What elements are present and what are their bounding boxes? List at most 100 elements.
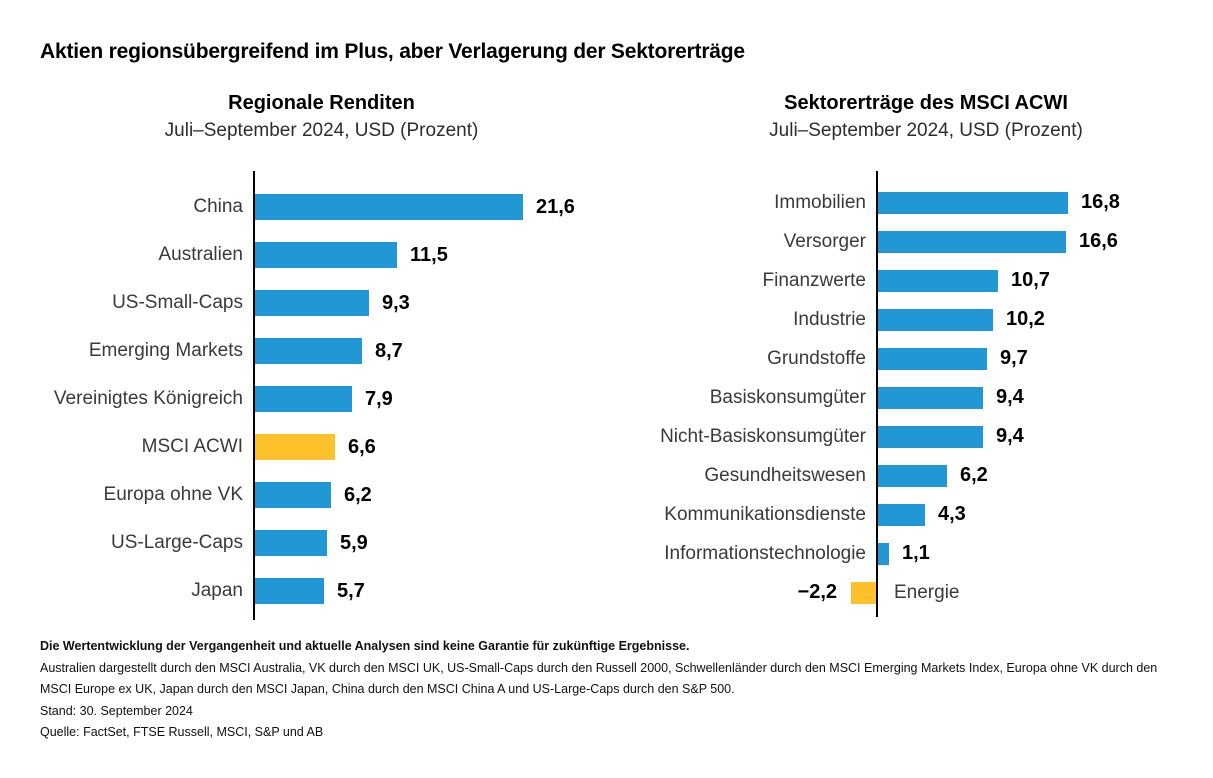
chart-regional-returns: Regionale Renditen Juli–September 2024, … [40, 92, 603, 620]
highlighted-bar [851, 581, 876, 604]
bar-row: Immobilien 16,8 [647, 183, 1205, 222]
bar-row: Versorger 16,6 [647, 222, 1205, 261]
bar [876, 230, 1066, 253]
bar-zone: 9,7 [876, 347, 1205, 370]
category-label: Informationstechnologie [664, 542, 866, 564]
footnotes: Die Wertentwicklung der Vergangenheit un… [40, 636, 1190, 744]
label-zone: Kommunikationsdienste [647, 504, 876, 526]
label-zone: Grundstoffe [647, 348, 876, 370]
label-zone: Versorger [647, 231, 876, 253]
bar-zone: 16,8 [876, 191, 1205, 214]
category-label: Nicht-Basiskonsumgüter [660, 425, 866, 447]
category-label: Finanzwerte [762, 269, 867, 291]
label-zone: Immobilien [647, 192, 876, 214]
footnote-index-definitions: Australien dargestellt durch den MSCI Au… [40, 660, 1158, 697]
bar-zone: 10,2 [876, 308, 1205, 331]
label-zone: Vereinigtes Königreich [40, 388, 253, 410]
bar-zone: 9,4 [876, 425, 1205, 448]
value-label: 5,9 [340, 531, 368, 554]
bar [253, 482, 331, 508]
category-label: Japan [191, 580, 243, 601]
bar [253, 242, 397, 268]
category-label: Grundstoffe [767, 347, 866, 369]
charts-container: Regionale Renditen Juli–September 2024, … [40, 92, 1190, 620]
category-label: Emerging Markets [88, 340, 243, 361]
value-label: 21,6 [536, 195, 575, 218]
label-zone: Japan [40, 580, 253, 602]
label-zone: US-Small-Caps [40, 292, 253, 314]
category-label: Immobilien [774, 191, 866, 213]
label-zone: Gesundheitswesen [647, 465, 876, 487]
category-label: Kommunikationsdienste [664, 503, 866, 525]
label-zone: US-Large-Caps [40, 532, 253, 554]
category-label: Gesundheitswesen [704, 464, 866, 486]
bar-row: Nicht-Basiskonsumgüter 9,4 [647, 417, 1205, 456]
bar [876, 269, 998, 292]
bar-row: Emerging Markets 8,7 [40, 327, 603, 375]
bar [876, 503, 925, 526]
chart-subtitle: Juli–September 2024, USD (Prozent) [769, 120, 1083, 141]
bar-zone: 9,4 [876, 386, 1205, 409]
bar-zone: 6,2 [876, 464, 1205, 487]
value-label: −2,2 [797, 581, 837, 603]
bar-row: Japan 5,7 [40, 567, 603, 615]
bar-row: US-Small-Caps 9,3 [40, 279, 603, 327]
bar-row: China 21,6 [40, 183, 603, 231]
highlighted-bar [253, 434, 335, 460]
value-label: 9,4 [996, 425, 1024, 447]
category-label: Basiskonsumgüter [709, 386, 866, 408]
footnote-as-of-date: Stand: 30. September 2024 [40, 703, 193, 718]
bar-zone: 4,3 [876, 503, 1205, 526]
chart-plot-area: China 21,6 Australien 11,5 US-Small-Caps 9,3 E… [40, 171, 603, 620]
value-label: 7,9 [365, 387, 393, 410]
label-zone: Industrie [647, 309, 876, 331]
value-label: 6,2 [960, 464, 988, 486]
category-label: US-Small-Caps [112, 292, 243, 313]
value-label: 10,2 [1006, 308, 1045, 330]
bar-row: Finanzwerte 10,7 [647, 261, 1205, 300]
bar [253, 386, 352, 412]
value-label: 1,1 [902, 542, 930, 564]
chart-plot-area: Immobilien 16,8 Versorger 16,6 Finanzwerte 10… [647, 171, 1205, 617]
bar [253, 194, 523, 220]
bar-zone: 11,5 [253, 242, 603, 268]
bar-row: Grundstoffe 9,7 [647, 339, 1205, 378]
category-label: US-Large-Caps [111, 532, 243, 553]
value-label: 6,2 [344, 483, 372, 506]
chart-title: Sektorerträge des MSCI ACWI [784, 92, 1068, 114]
chart-regional-header: Regionale Renditen Juli–September 2024, … [40, 92, 603, 142]
bar [876, 386, 983, 409]
page-title: Aktien regionsübergreifend im Plus, aber… [40, 40, 745, 63]
value-label: 9,4 [996, 386, 1024, 408]
label-zone: Emerging Markets [40, 340, 253, 362]
value-label: 16,6 [1079, 230, 1118, 252]
chart-title: Regionale Renditen [228, 92, 415, 114]
category-label: China [193, 196, 243, 217]
bar [876, 347, 987, 370]
bar-row: Industrie 10,2 [647, 300, 1205, 339]
value-label: 6,6 [348, 435, 376, 458]
label-zone: Nicht-Basiskonsumgüter [647, 426, 876, 448]
bar-row: Informationstechnologie 1,1 [647, 534, 1205, 573]
category-label: Europa ohne VK [103, 484, 243, 505]
baseline-axis [876, 171, 878, 617]
label-zone: Australien [40, 244, 253, 266]
footnote-source: Quelle: FactSet, FTSE Russell, MSCI, S&P… [40, 725, 324, 739]
bar-zone: 6,6 [253, 434, 603, 460]
label-zone: Informationstechnologie [647, 543, 876, 565]
bar-zone: 8,7 [253, 338, 603, 364]
bar [253, 578, 324, 604]
bar-row: Australien 11,5 [40, 231, 603, 279]
chart-sectors-header: Sektorerträge des MSCI ACWI Juli–Septemb… [647, 92, 1205, 142]
baseline-axis [253, 171, 255, 620]
category-label: Australien [158, 244, 244, 265]
bar-rows: Immobilien 16,8 Versorger 16,6 Finanzwerte 10… [647, 183, 1205, 612]
bar-row: Basiskonsumgüter 9,4 [647, 378, 1205, 417]
bar [876, 464, 947, 487]
value-label: 4,3 [938, 503, 966, 525]
bar-zone: 5,7 [253, 578, 603, 604]
bar-zone: Energie [876, 582, 1205, 604]
bar-zone: 21,6 [253, 194, 603, 220]
bar-zone: 5,9 [253, 530, 603, 556]
bar-row: Kommunikationsdienste 4,3 [647, 495, 1205, 534]
